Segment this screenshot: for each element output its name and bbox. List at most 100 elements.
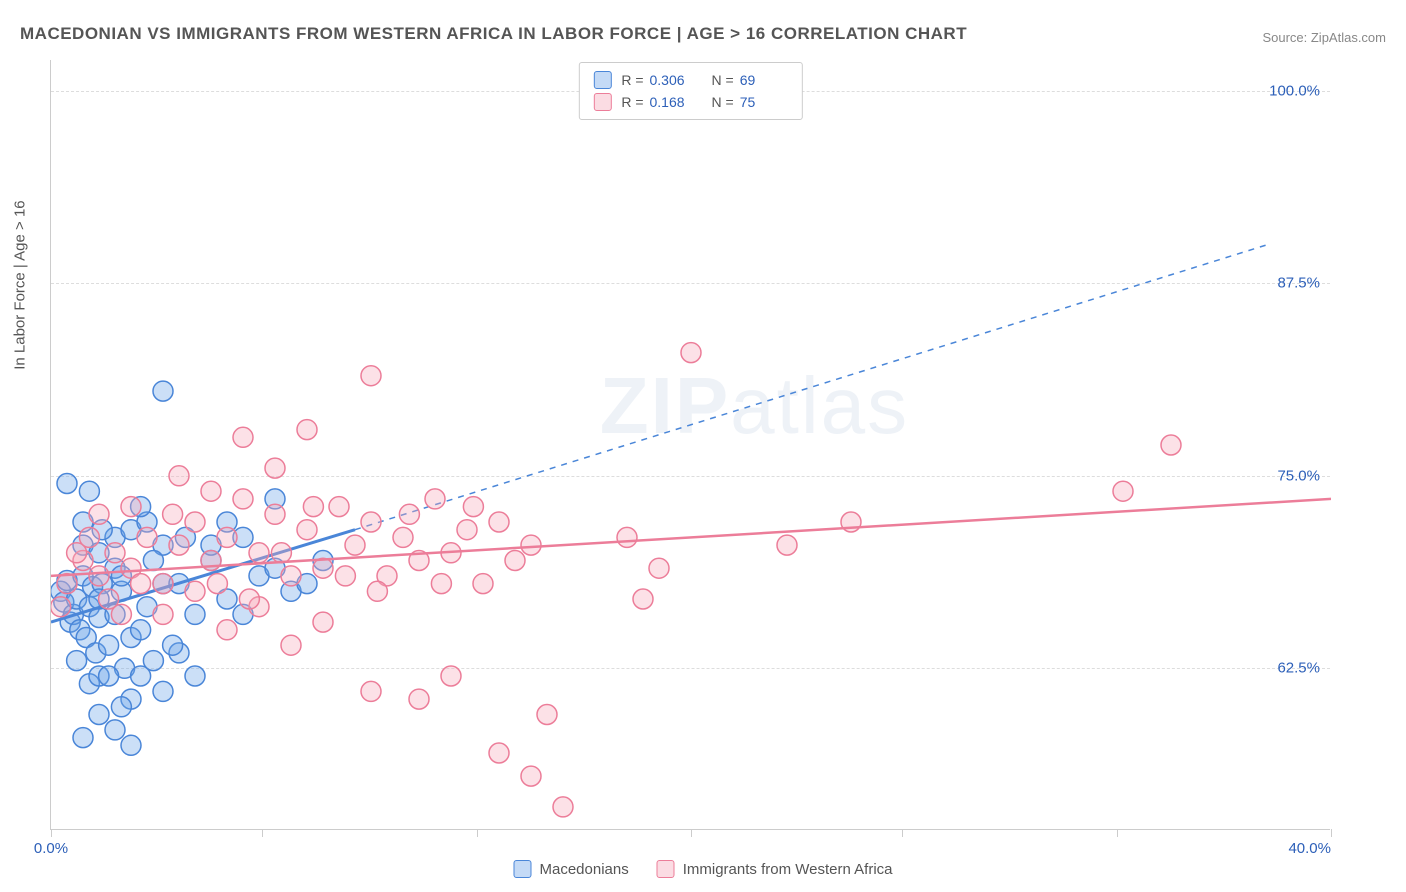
scatter-point (473, 574, 493, 594)
scatter-point (399, 504, 419, 524)
y-axis-label: In Labor Force | Age > 16 (12, 200, 29, 369)
scatter-point (233, 489, 253, 509)
scatter-point (185, 581, 205, 601)
n-label: N = (712, 91, 734, 113)
swatch-blue (593, 71, 611, 89)
scatter-point (1161, 435, 1181, 455)
scatter-point (73, 728, 93, 748)
correlation-chart: MACEDONIAN VS IMMIGRANTS FROM WESTERN AF… (0, 0, 1406, 892)
scatter-point (649, 558, 669, 578)
scatter-point (345, 535, 365, 555)
scatter-point (431, 574, 451, 594)
scatter-point (521, 766, 541, 786)
scatter-point (457, 520, 477, 540)
x-tick-label: 0.0% (34, 840, 68, 857)
legend-series: Macedonians Immigrants from Western Afri… (513, 860, 892, 878)
scatter-point (79, 527, 99, 547)
scatter-point (169, 466, 189, 486)
scatter-point (217, 527, 237, 547)
scatter-point (297, 520, 317, 540)
chart-source: Source: ZipAtlas.com (1262, 30, 1386, 45)
scatter-point (633, 589, 653, 609)
chart-title: MACEDONIAN VS IMMIGRANTS FROM WESTERN AF… (20, 24, 967, 44)
scatter-point (281, 566, 301, 586)
scatter-point (111, 604, 131, 624)
scatter-point (143, 551, 163, 571)
scatter-point (121, 497, 141, 517)
legend-stats-row-2: R = 0.168 N = 75 (593, 91, 787, 113)
scatter-point (153, 604, 173, 624)
scatter-point (367, 581, 387, 601)
scatter-point (163, 504, 183, 524)
scatter-point (153, 574, 173, 594)
scatter-point (99, 635, 119, 655)
scatter-point (79, 481, 99, 501)
scatter-point (131, 620, 151, 640)
n-label: N = (712, 69, 734, 91)
x-tick (477, 829, 478, 837)
scatter-point (137, 527, 157, 547)
scatter-point (329, 497, 349, 517)
scatter-point (57, 474, 77, 494)
legend-label-2: Immigrants from Western Africa (683, 861, 893, 878)
scatter-point (281, 635, 301, 655)
x-tick (691, 829, 692, 837)
scatter-point (105, 720, 125, 740)
source-value: ZipAtlas.com (1311, 30, 1386, 45)
scatter-point (131, 574, 151, 594)
scatter-point (521, 535, 541, 555)
scatter-point (505, 551, 525, 571)
n-value-1: 69 (740, 69, 788, 91)
scatter-point (297, 420, 317, 440)
scatter-point (131, 666, 151, 686)
scatter-point (1113, 481, 1133, 501)
scatter-point (617, 527, 637, 547)
scatter-point (169, 535, 189, 555)
swatch-blue (513, 860, 531, 878)
scatter-point (537, 705, 557, 725)
scatter-point (153, 381, 173, 401)
scatter-point (463, 497, 483, 517)
x-tick (902, 829, 903, 837)
plot-area: ZIPatlas R = 0.306 N = 69 R = 0.168 N = … (50, 60, 1330, 830)
scatter-point (201, 481, 221, 501)
scatter-point (163, 635, 183, 655)
scatter-point (121, 735, 141, 755)
x-tick (262, 829, 263, 837)
n-value-2: 75 (740, 91, 788, 113)
x-tick (1117, 829, 1118, 837)
scatter-point (89, 705, 109, 725)
x-tick (51, 829, 52, 837)
swatch-pink (593, 93, 611, 111)
r-label: R = (621, 91, 643, 113)
scatter-point (185, 604, 205, 624)
scatter-point (313, 612, 333, 632)
scatter-point (265, 504, 285, 524)
scatter-point (303, 497, 323, 517)
legend-stats-row-1: R = 0.306 N = 69 (593, 69, 787, 91)
scatter-point (185, 512, 205, 532)
scatter-point (233, 427, 253, 447)
x-tick-label: 40.0% (1288, 840, 1331, 857)
legend-item-1: Macedonians (513, 860, 628, 878)
scatter-point (361, 681, 381, 701)
scatter-point (207, 574, 227, 594)
r-value-1: 0.306 (650, 69, 698, 91)
scatter-point (217, 620, 237, 640)
scatter-point (185, 666, 205, 686)
scatter-point (335, 566, 355, 586)
scatter-point (249, 543, 269, 563)
scatter-point (777, 535, 797, 555)
swatch-pink (657, 860, 675, 878)
scatter-point (239, 589, 259, 609)
scatter-svg (51, 60, 1331, 830)
scatter-point (105, 543, 125, 563)
scatter-point (99, 666, 119, 686)
r-value-2: 0.168 (650, 91, 698, 113)
scatter-point (409, 689, 429, 709)
legend-label-1: Macedonians (539, 861, 628, 878)
scatter-point (361, 512, 381, 532)
scatter-point (89, 504, 109, 524)
scatter-point (393, 527, 413, 547)
scatter-point (361, 366, 381, 386)
